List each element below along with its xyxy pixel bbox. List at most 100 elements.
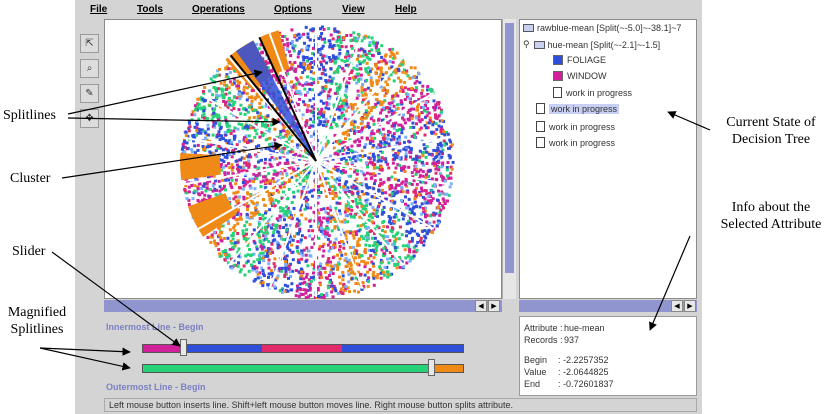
- brush-tool-button[interactable]: ✎: [80, 84, 99, 103]
- innermost-line-label: Innermost Line - Begin: [106, 322, 204, 332]
- splitline[interactable]: [197, 160, 317, 230]
- folder-icon: [523, 24, 534, 32]
- outermost-slider-thumb[interactable]: [428, 359, 435, 376]
- annotation-tree-state: Current State of Decision Tree: [706, 115, 836, 149]
- info-records-key: Records :: [524, 335, 563, 345]
- menu-options[interactable]: Options: [274, 4, 312, 15]
- annotation-splitlines: Splitlines: [3, 108, 56, 123]
- slider-segment: [182, 345, 263, 352]
- scroll-left-icon[interactable]: ◀: [671, 300, 683, 312]
- tree-leaf-wip-label: work in progress: [566, 87, 633, 98]
- attribute-info-panel: Attribute : hue-mean Records : 937 Begin…: [519, 316, 697, 396]
- annotation-magnified-splitlines: Magnified Splitlines: [2, 305, 72, 339]
- tree-leaf-wip-1[interactable]: work in progress: [553, 87, 632, 98]
- innermost-slider-thumb[interactable]: [180, 339, 187, 356]
- move-tool-button[interactable]: ✥: [80, 109, 99, 128]
- splitline[interactable]: [315, 92, 435, 162]
- menu-operations[interactable]: Operations: [192, 4, 245, 15]
- annotation-magnified-line1: Magnified: [7, 305, 67, 320]
- pie-canvas[interactable]: [104, 19, 503, 300]
- tree-node-hue-label: hue-mean [Split(~-2.1]~-1.5]: [547, 39, 661, 50]
- info-value-key: Value: [524, 367, 547, 377]
- outermost-line-label: Outermost Line - Begin: [106, 382, 206, 392]
- tree-leaf-foliage[interactable]: FOLIAGE: [553, 55, 606, 65]
- canvas-horizontal-scrollbar[interactable]: [104, 300, 502, 312]
- menu-view[interactable]: View: [342, 4, 365, 15]
- selected-splitline[interactable]: [258, 36, 317, 162]
- zoom-tool-button[interactable]: ⌕: [80, 59, 99, 78]
- info-attribute-value: hue-mean: [564, 323, 605, 333]
- scroll-left-icon[interactable]: ◀: [475, 300, 487, 312]
- slider-segment: [341, 345, 463, 352]
- annotation-info-line1: Info about the: [731, 200, 811, 215]
- orange-cluster: [259, 30, 290, 74]
- orange-cluster: [187, 193, 237, 237]
- document-icon: [536, 103, 545, 114]
- info-value-row: Value : -2.0644825: [524, 367, 609, 377]
- info-records-value: 937: [564, 335, 580, 345]
- splitline[interactable]: [315, 32, 364, 162]
- tree-leaf-wip-3[interactable]: work in progress: [536, 121, 615, 132]
- toolbar: ⇱ ⌕ ✎ ✥: [80, 34, 100, 134]
- splitline[interactable]: [315, 160, 364, 290]
- brush-icon: ✎: [85, 88, 94, 99]
- splitline[interactable]: [315, 160, 405, 266]
- scroll-right-icon[interactable]: ▶: [488, 300, 500, 312]
- tree-leaf-foliage-label: FOLIAGE: [567, 55, 607, 65]
- canvas-vertical-thumb[interactable]: [505, 23, 514, 273]
- folder-icon: [533, 40, 545, 49]
- document-icon: [536, 121, 545, 132]
- decision-tree-pane: rawblue-mean [Split(~-5.0]~-38.1]~7 ⚲ hu…: [519, 19, 697, 299]
- info-attribute-row: Attribute : hue-mean: [524, 323, 605, 333]
- annotation-cluster: Cluster: [10, 171, 51, 186]
- splitline[interactable]: [268, 32, 317, 162]
- innermost-slider-track[interactable]: [142, 344, 464, 353]
- annotation-attribute-info: Info about the Selected Attribute: [706, 200, 836, 234]
- foliage-color-icon: [553, 55, 563, 65]
- tree-node-root[interactable]: rawblue-mean [Split(~-5.0]~-38.1]~7: [523, 23, 681, 33]
- tree-leaf-window-label: WINDOW: [567, 71, 607, 81]
- info-end-key: End: [524, 379, 541, 389]
- tree-node-hue[interactable]: ⚲ hue-mean [Split(~-2.1]~-1.5]: [523, 39, 660, 50]
- splitline[interactable]: [315, 160, 451, 186]
- info-begin-row: Begin : -2.2257352: [524, 355, 609, 365]
- splitline[interactable]: [227, 160, 317, 266]
- info-begin-value: : -2.2257352: [558, 355, 609, 365]
- canvas-vertical-scrollbar[interactable]: [502, 19, 516, 299]
- slider-segment: [262, 345, 342, 352]
- select-tool-button[interactable]: ⇱: [80, 34, 99, 53]
- outermost-slider-track[interactable]: [142, 364, 464, 373]
- status-text: Left mouse button inserts line. Shift+le…: [109, 400, 513, 410]
- annotation-info-line2: Selected Attribute: [720, 216, 822, 232]
- menu-bar: File Tools Operations Options View Help: [75, 0, 502, 20]
- splitline[interactable]: [315, 136, 451, 162]
- tree-leaf-wip-4[interactable]: work in progress: [536, 137, 615, 148]
- tree-node-root-label: rawblue-mean [Split(~-5.0]~-38.1]~7: [537, 23, 682, 33]
- move-icon: ✥: [85, 113, 94, 124]
- slider-segment: [143, 365, 432, 372]
- scroll-right-icon[interactable]: ▶: [684, 300, 696, 312]
- splitline[interactable]: [315, 56, 405, 162]
- menu-help[interactable]: Help: [395, 4, 417, 15]
- document-icon: [536, 137, 545, 148]
- annotation-slider: Slider: [12, 244, 46, 259]
- select-icon: ⇱: [85, 38, 94, 49]
- info-attribute-key: Attribute :: [524, 323, 563, 333]
- tree-leaf-wip-2[interactable]: work in progress: [536, 103, 620, 114]
- tree-leaf-wip-label: work in progress: [549, 121, 616, 132]
- slider-segment: [431, 365, 463, 372]
- tree-leaf-wip-label: work in progress: [549, 137, 616, 148]
- annotation-tree-line1: Current State of: [726, 115, 816, 130]
- annotation-magnified-line2: Splitlines: [10, 321, 64, 337]
- splitline[interactable]: [315, 160, 435, 230]
- circle-segments-plot[interactable]: [105, 20, 503, 300]
- menu-file[interactable]: File: [90, 4, 108, 15]
- slider-panel: Innermost Line - Begin Outermost Line - …: [104, 316, 502, 396]
- splitline[interactable]: [268, 160, 317, 290]
- info-end-value: : -0.72601837: [558, 379, 614, 389]
- menu-tools[interactable]: Tools: [137, 4, 163, 15]
- tree-leaf-wip-label: work in progress: [549, 103, 620, 114]
- tree-leaf-window[interactable]: WINDOW: [553, 71, 607, 81]
- app-window: File Tools Operations Options View Help …: [75, 0, 702, 414]
